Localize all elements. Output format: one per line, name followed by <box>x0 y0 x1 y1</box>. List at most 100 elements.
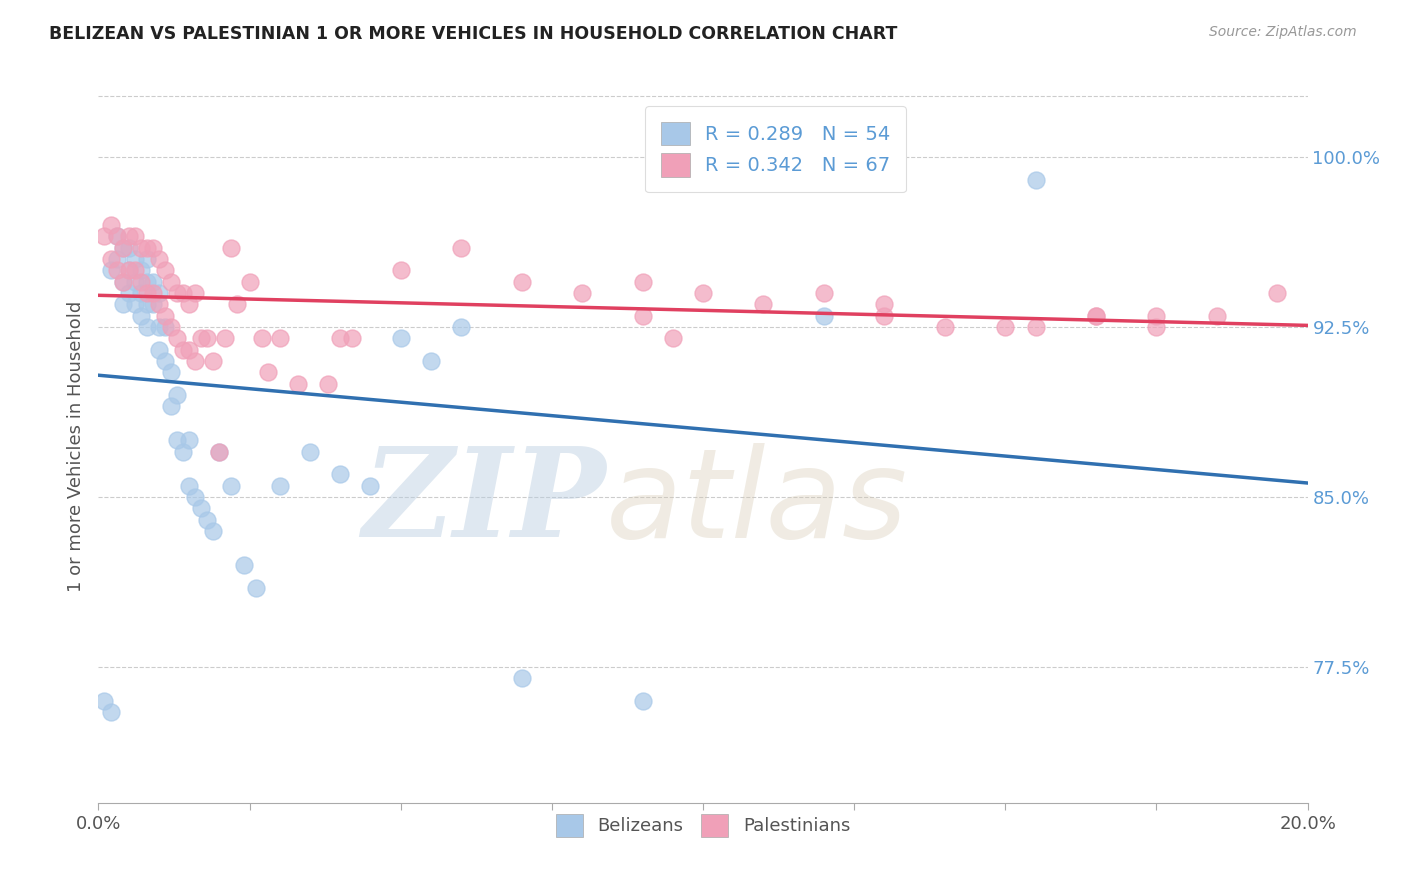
Point <box>142 286 165 301</box>
Point <box>100 218 122 232</box>
Point <box>160 320 183 334</box>
Point <box>195 513 218 527</box>
Point <box>571 286 593 301</box>
Point <box>316 376 339 391</box>
Point <box>1085 309 1108 323</box>
Point <box>111 241 134 255</box>
Point <box>269 331 291 345</box>
Point <box>1206 309 1229 323</box>
Point <box>100 705 122 719</box>
Point <box>221 241 243 255</box>
Point <box>287 376 309 391</box>
Legend: Belizeans, Palestinians: Belizeans, Palestinians <box>548 807 858 844</box>
Point <box>105 252 128 266</box>
Point <box>1267 286 1289 301</box>
Point <box>1144 320 1167 334</box>
Point <box>752 297 775 311</box>
Point <box>299 444 322 458</box>
Point <box>148 286 170 301</box>
Point <box>160 400 183 414</box>
Point <box>148 252 170 266</box>
Point <box>179 478 201 492</box>
Point <box>124 252 146 266</box>
Point <box>214 331 236 345</box>
Point <box>148 343 170 357</box>
Point <box>129 286 152 301</box>
Point <box>105 229 128 244</box>
Point <box>118 241 141 255</box>
Point <box>118 286 141 301</box>
Point <box>153 354 176 368</box>
Point <box>420 354 443 368</box>
Point <box>135 275 157 289</box>
Point <box>118 229 141 244</box>
Point <box>269 478 291 492</box>
Point <box>153 263 176 277</box>
Point <box>135 252 157 266</box>
Point <box>184 490 207 504</box>
Point <box>450 241 472 255</box>
Point <box>93 694 115 708</box>
Point <box>631 275 654 289</box>
Y-axis label: 1 or more Vehicles in Household: 1 or more Vehicles in Household <box>66 301 84 591</box>
Point <box>195 331 218 345</box>
Point <box>389 331 412 345</box>
Point <box>342 331 364 345</box>
Point <box>124 229 146 244</box>
Point <box>172 444 194 458</box>
Point <box>111 275 134 289</box>
Point <box>360 478 382 492</box>
Point <box>105 263 128 277</box>
Point <box>994 320 1017 334</box>
Point <box>202 354 225 368</box>
Text: BELIZEAN VS PALESTINIAN 1 OR MORE VEHICLES IN HOUSEHOLD CORRELATION CHART: BELIZEAN VS PALESTINIAN 1 OR MORE VEHICL… <box>49 25 897 43</box>
Point <box>135 297 157 311</box>
Point <box>124 275 146 289</box>
Point <box>153 320 176 334</box>
Point <box>129 309 152 323</box>
Point <box>135 320 157 334</box>
Point <box>813 309 835 323</box>
Point <box>190 331 212 345</box>
Point <box>226 297 249 311</box>
Text: atlas: atlas <box>606 442 908 564</box>
Point <box>142 275 165 289</box>
Point <box>239 275 262 289</box>
Point <box>813 286 835 301</box>
Point <box>93 229 115 244</box>
Point <box>661 331 683 345</box>
Point <box>450 320 472 334</box>
Point <box>148 320 170 334</box>
Point <box>179 434 201 448</box>
Point <box>1085 309 1108 323</box>
Point <box>256 365 278 379</box>
Point <box>118 263 141 277</box>
Point <box>329 467 352 482</box>
Point <box>692 286 714 301</box>
Point <box>129 241 152 255</box>
Point <box>202 524 225 538</box>
Point <box>631 694 654 708</box>
Point <box>124 263 146 277</box>
Point <box>190 501 212 516</box>
Point <box>124 297 146 311</box>
Point <box>172 343 194 357</box>
Point <box>100 252 122 266</box>
Point <box>111 241 134 255</box>
Point <box>221 478 243 492</box>
Point <box>179 343 201 357</box>
Point <box>166 434 188 448</box>
Point <box>148 297 170 311</box>
Point <box>160 365 183 379</box>
Point <box>166 388 188 402</box>
Text: ZIP: ZIP <box>363 442 606 564</box>
Point <box>111 297 134 311</box>
Point <box>111 275 134 289</box>
Point <box>389 263 412 277</box>
Point <box>100 263 122 277</box>
Point <box>510 671 533 685</box>
Point <box>250 331 273 345</box>
Point <box>232 558 254 572</box>
Point <box>179 297 201 311</box>
Point <box>1024 173 1046 187</box>
